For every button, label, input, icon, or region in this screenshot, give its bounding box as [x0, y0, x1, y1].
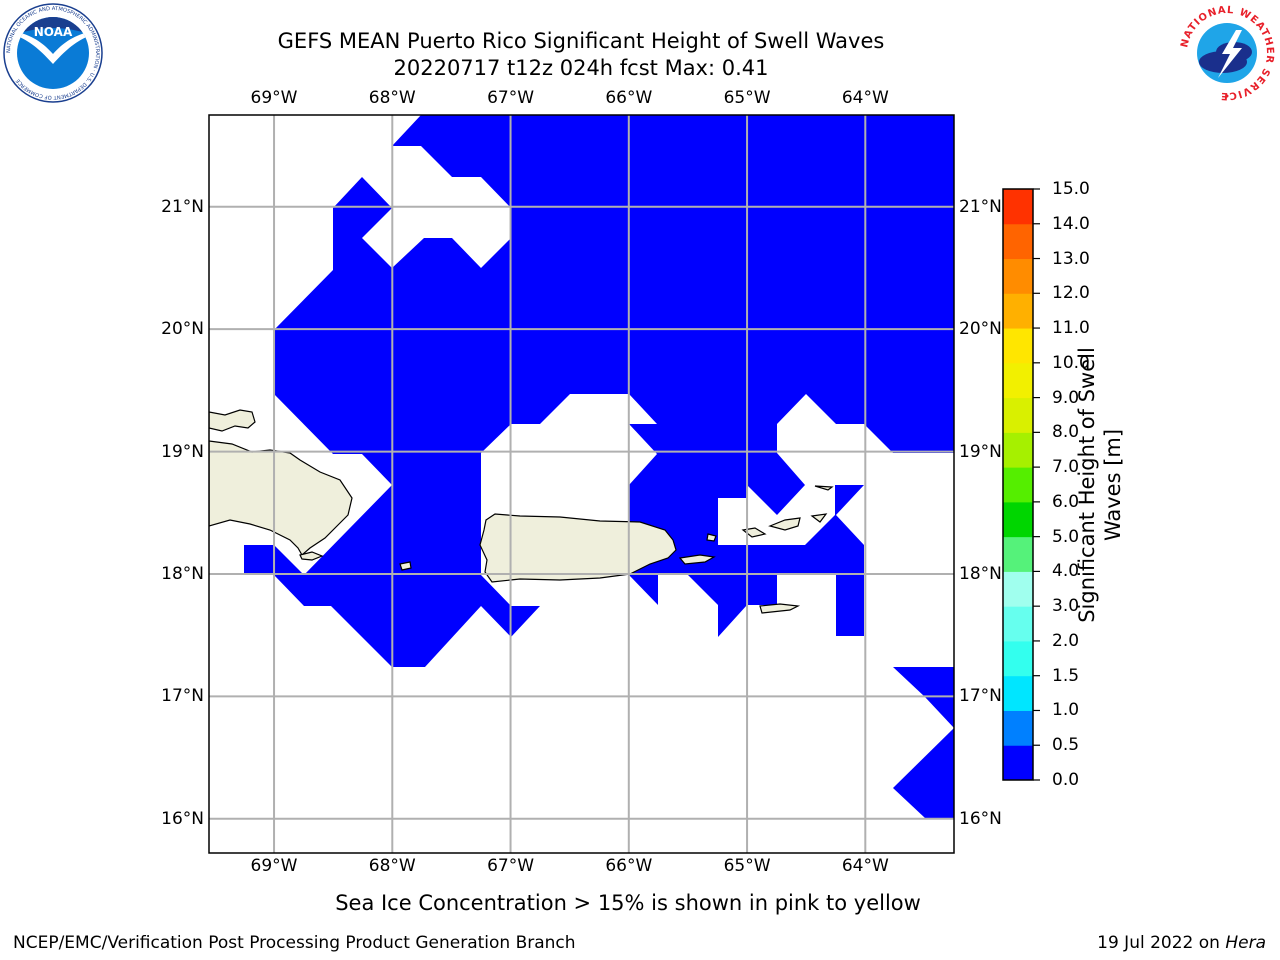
swell-region-southeast-1: [893, 667, 954, 728]
colorbar-level-11: 9.0: [1052, 387, 1080, 408]
lon-tick-top-5: 64°W: [841, 88, 889, 108]
colorbar-level-15: 13.0: [1052, 248, 1090, 269]
colorbar-cell-0: [1003, 745, 1033, 781]
virgin-islands-tortola: [768, 517, 801, 531]
colorbar-level-2: 1.0: [1052, 700, 1080, 721]
noaa-logo-text: NOAA: [34, 25, 73, 39]
colorbar-level-13: 11.0: [1052, 318, 1090, 339]
land-masses: [209, 409, 834, 614]
map-frame: [208, 114, 955, 854]
lon-tick-top-3: 66°W: [605, 88, 653, 108]
colorbar-cell-1: [1003, 710, 1033, 746]
swell-region-north: [244, 115, 954, 667]
virgin-gorda: [810, 513, 828, 523]
colorbar-level-4: 2.0: [1052, 630, 1080, 651]
colorbar-level-16: 14.0: [1052, 213, 1090, 234]
colorbar-level-0: 0.0: [1052, 770, 1080, 790]
noaa-logo: NATIONAL OCEANIC AND ATMOSPHERIC ADMINIS…: [3, 3, 103, 103]
colorbar-cell-9: [1003, 432, 1033, 468]
st-croix: [759, 603, 801, 614]
lat-tick-right-1: 17°N: [959, 686, 1002, 707]
colorbar-cell-3: [1003, 640, 1033, 677]
lon-tick-top-2: 67°W: [487, 88, 535, 108]
colorbar-level-8: 6.0: [1052, 491, 1080, 512]
anegada: [814, 485, 834, 491]
colorbar-cell-7: [1003, 501, 1033, 538]
colorbar-cell-6: [1003, 536, 1033, 572]
colorbar-cell-4: [1003, 606, 1033, 642]
lon-tick-bot-0: 69°W: [250, 856, 298, 876]
lat-tick-right-5: 21°N: [959, 196, 1002, 217]
colorbar-cell-16: [1003, 189, 1033, 225]
colorbar-cell-2: [1003, 675, 1033, 711]
lon-tick-bot-1: 68°W: [368, 856, 416, 876]
colorbar-cell-8: [1003, 467, 1033, 503]
sea-ice-note: Sea Ice Concentration > 15% is shown in …: [335, 891, 921, 915]
colorbar-level-7: 5.0: [1052, 526, 1080, 547]
footer-date: 19 Jul 2022 on Hera: [1097, 933, 1266, 953]
lat-tick-right-4: 20°N: [959, 319, 1002, 340]
lat-tick-right-2: 18°N: [959, 563, 1002, 584]
swell-region-southeast-2: [893, 728, 954, 818]
virgin-islands-st-thomas: [741, 527, 767, 538]
colorbar-level-14: 12.0: [1052, 283, 1090, 304]
colorbar-level-12: 10.0: [1052, 352, 1090, 373]
lon-tick-bot-5: 64°W: [841, 856, 889, 876]
colorbar-label-line1: Significant Height of Swell: [1075, 347, 1099, 623]
footer-branch: NCEP/EMC/Verification Post Processing Pr…: [13, 933, 576, 953]
culebra: [706, 533, 717, 542]
colorbar-cell-5: [1003, 571, 1033, 607]
colorbar-cell-15: [1003, 223, 1033, 260]
colorbar-cell-14: [1003, 258, 1033, 294]
colorbar-level-6: 4.0: [1052, 561, 1080, 582]
mona-island: [399, 561, 412, 571]
lat-tick-left-5: 21°N: [161, 196, 204, 217]
colorbar-cell-13: [1003, 293, 1033, 329]
chart-subtitle: 20220717 t12z 024h fcst Max: 0.41: [393, 56, 769, 80]
footer-date-text: 19 Jul 2022 on: [1097, 933, 1226, 953]
lon-tick-bot-2: 67°W: [487, 856, 535, 876]
colorbar-level-10: 8.0: [1052, 422, 1080, 443]
colorbar: [1002, 188, 1040, 781]
gridlines: [209, 115, 954, 853]
lat-tick-left-2: 18°N: [161, 563, 204, 584]
lon-tick-bot-3: 66°W: [605, 856, 653, 876]
colorbar-level-1: 0.5: [1052, 735, 1080, 756]
swell-height-field: [244, 115, 954, 818]
vieques: [678, 554, 716, 565]
colorbar-cell-11: [1003, 362, 1033, 399]
lat-tick-left-3: 19°N: [161, 441, 204, 462]
lon-tick-top-1: 68°W: [368, 88, 416, 108]
colorbar-level-17: 15.0: [1052, 179, 1090, 199]
lon-tick-bot-4: 65°W: [723, 856, 771, 876]
colorbar-cell-10: [1003, 397, 1033, 433]
lon-tick-top-4: 65°W: [723, 88, 771, 108]
hispaniola-north-cay: [209, 409, 256, 432]
footer-machine: Hera: [1225, 933, 1266, 953]
puerto-rico: [479, 513, 677, 583]
nws-logo: NATIONAL WEATHER SERVICE: [1178, 4, 1276, 102]
colorbar-level-3: 1.5: [1052, 665, 1080, 686]
colorbar-cell-12: [1003, 328, 1033, 364]
lat-tick-right-0: 16°N: [959, 808, 1002, 829]
lat-tick-left-1: 17°N: [161, 686, 204, 707]
lon-tick-top-0: 69°W: [250, 88, 298, 108]
lat-tick-right-3: 19°N: [959, 441, 1002, 462]
colorbar-level-5: 3.0: [1052, 596, 1080, 617]
colorbar-label-line2: Waves [m]: [1101, 428, 1125, 542]
lat-tick-left-4: 20°N: [161, 319, 204, 340]
colorbar-level-9: 7.0: [1052, 457, 1080, 478]
colorbar-frame: [1002, 188, 1034, 781]
chart-title: GEFS MEAN Puerto Rico Significant Height…: [277, 29, 885, 53]
saona-island: [299, 551, 324, 561]
lat-tick-left-0: 16°N: [161, 808, 204, 829]
